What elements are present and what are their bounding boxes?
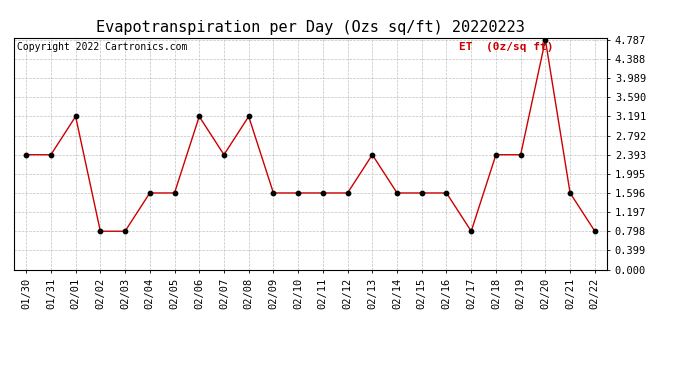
Point [144,190,155,196]
Point [564,190,575,196]
Point [540,37,551,43]
Point [515,152,526,158]
Point [95,228,106,234]
Point [342,190,353,196]
Point [589,228,600,234]
Point [466,228,477,234]
Text: Copyright 2022 Cartronics.com: Copyright 2022 Cartronics.com [17,42,187,52]
Point [169,190,180,196]
Point [293,190,304,196]
Point [491,152,502,158]
Point [21,152,32,158]
Text: ET  (0z/sq ft): ET (0z/sq ft) [459,42,553,52]
Point [70,114,81,120]
Point [46,152,57,158]
Point [219,152,230,158]
Point [268,190,279,196]
Point [416,190,427,196]
Point [243,114,254,120]
Point [441,190,452,196]
Point [194,114,205,120]
Point [391,190,402,196]
Point [317,190,328,196]
Title: Evapotranspiration per Day (Ozs sq/ft) 20220223: Evapotranspiration per Day (Ozs sq/ft) 2… [96,20,525,35]
Point [367,152,378,158]
Point [119,228,130,234]
